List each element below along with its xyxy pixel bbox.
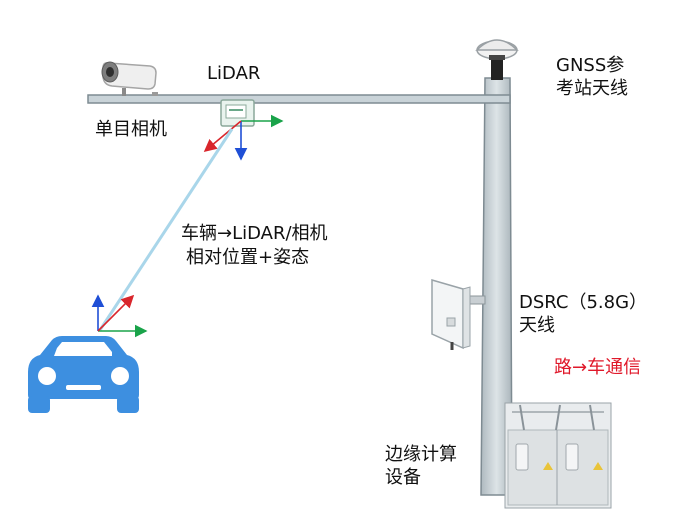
lidar-label: LiDAR	[207, 63, 261, 84]
edge-cabinet-icon	[504, 402, 612, 509]
gnss-label: GNSS参 考站天线	[556, 55, 628, 99]
pose-label-line1: 车辆→LiDAR/相机	[181, 223, 328, 244]
vehicle-frame-axes	[91, 294, 148, 338]
gnss-antenna-icon	[475, 39, 519, 80]
dsrc-antenna-icon	[431, 279, 486, 350]
pose-label-line2: 相对位置+姿态	[186, 247, 310, 268]
camera-icon	[101, 61, 158, 96]
dsrc-label: DSRC（5.8G） 天线	[519, 292, 648, 336]
sensor-frame-axes	[203, 114, 284, 161]
lidar-icon	[220, 99, 255, 127]
camera-label: 单目相机	[95, 119, 167, 140]
crossarm	[87, 94, 511, 104]
car-icon	[28, 336, 139, 413]
edge-compute-label: 边缘计算 设备	[385, 444, 457, 488]
v2x-label: 路→车通信	[554, 357, 642, 378]
